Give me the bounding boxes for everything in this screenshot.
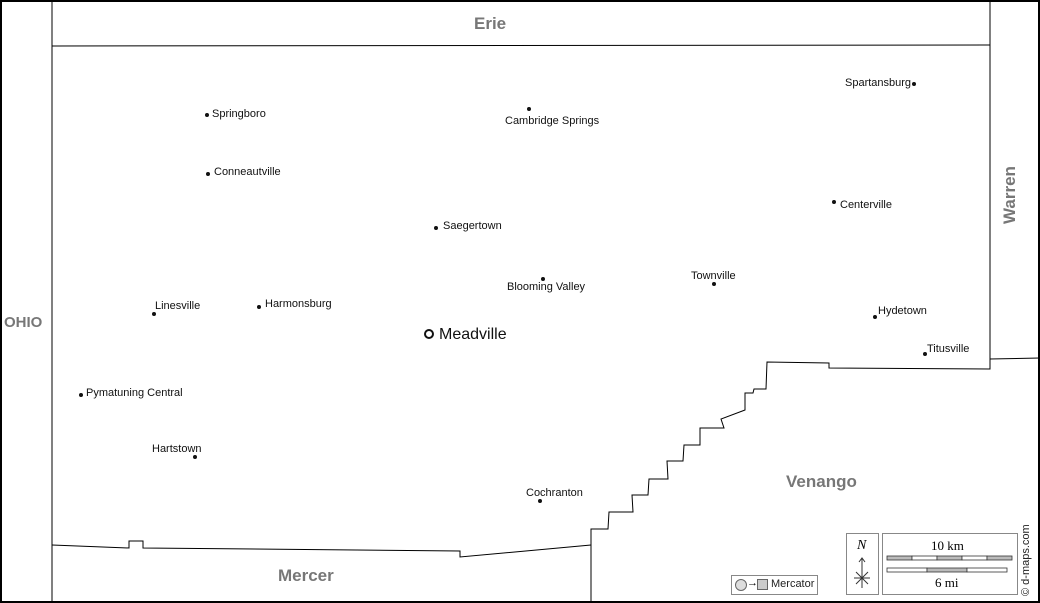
town-label: Saegertown xyxy=(443,220,502,232)
region-erie: Erie xyxy=(474,14,507,33)
region-warren: Warren xyxy=(1000,166,1019,224)
region-ohio: OHIO xyxy=(4,314,43,331)
scale-bar: 10 km 6 mi xyxy=(882,533,1018,595)
town-label: Centerville xyxy=(840,199,892,211)
town-label: Titusville xyxy=(927,343,970,355)
town-label: Cambridge Springs xyxy=(505,115,600,127)
town-dot xyxy=(873,315,877,319)
compass-icon xyxy=(854,557,870,588)
projection-label: Mercator xyxy=(771,578,815,590)
globe-icon xyxy=(735,579,747,591)
town-dot xyxy=(257,305,261,309)
mercer-border xyxy=(51,540,592,558)
town-label: Harmonsburg xyxy=(265,298,332,310)
town-label: Pymatuning Central xyxy=(86,387,183,399)
town-dot xyxy=(434,226,438,230)
county-seat-label: Meadville xyxy=(439,326,507,343)
town-label: Springboro xyxy=(212,108,266,120)
scale-km-label: 10 km xyxy=(931,538,964,553)
town-dot xyxy=(205,113,209,117)
town-label: Conneautville xyxy=(214,166,281,178)
arrow-icon: → xyxy=(747,577,758,589)
town-dot xyxy=(206,172,210,176)
town-label: Hydetown xyxy=(878,305,927,317)
town-dot xyxy=(527,107,531,111)
town-dot xyxy=(541,277,545,281)
north-arrow: N xyxy=(846,533,879,595)
town-dot xyxy=(79,393,83,397)
region-mercer: Mercer xyxy=(278,566,334,585)
town-dot xyxy=(923,352,927,356)
scale-mi-label: 6 mi xyxy=(935,575,959,590)
erie-border xyxy=(51,44,991,47)
north-label: N xyxy=(857,538,867,553)
projection-legend: → Mercator xyxy=(731,575,818,595)
town-label: Hartstown xyxy=(152,443,202,455)
town-label: Townville xyxy=(691,270,736,282)
map-square-icon xyxy=(757,579,768,590)
town-dot xyxy=(152,312,156,316)
town-dot xyxy=(912,82,916,86)
county-seat-marker xyxy=(424,329,434,339)
town-dot xyxy=(832,200,836,204)
town-dot xyxy=(538,499,542,503)
town-label: Cochranton xyxy=(526,487,583,499)
town-label: Spartansburg xyxy=(845,77,912,89)
venango-border xyxy=(590,359,991,545)
region-venango: Venango xyxy=(786,472,857,491)
town-dot xyxy=(712,282,716,286)
town-label: Linesville xyxy=(155,300,201,312)
scale-bars xyxy=(886,555,1013,573)
credit: © d-maps.com xyxy=(1020,524,1032,596)
town-label: Blooming Valley xyxy=(507,281,586,293)
town-dot xyxy=(193,455,197,459)
